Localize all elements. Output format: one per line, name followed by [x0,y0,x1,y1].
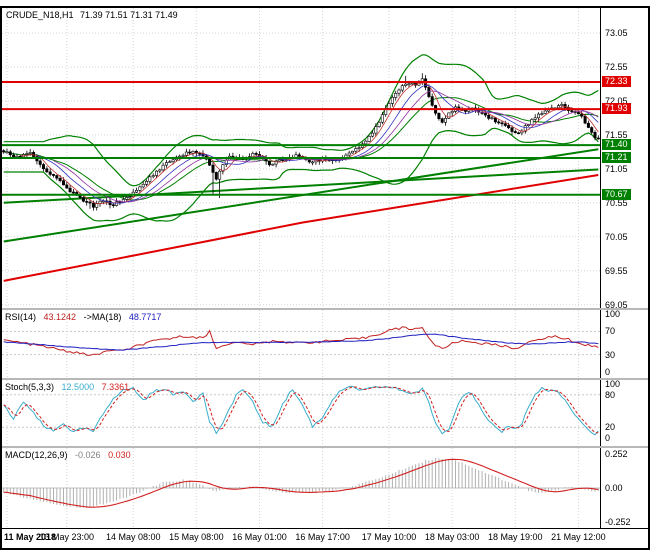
rsi-tick: 70 [605,326,616,337]
time-label: 16 May 17:00 [295,532,350,542]
bollinger-middle-band [3,96,599,201]
price-chart-plot[interactable] [2,8,600,308]
rsi-value: 43.1242 [43,312,77,322]
stoch-name: Stoch(5,3,3) [5,382,55,392]
ohlc-values: 71.39 71.51 71.31 71.49 [80,10,178,20]
stochastic-plot[interactable] [2,380,600,446]
stoch-value: 12.5000 [61,382,95,392]
chart-frame: CRUDE_N18,H1 71.39 71.51 71.31 71.49 73.… [0,6,650,550]
stoch-tick: 0 [605,433,611,443]
panel-separator[interactable] [2,446,648,448]
rsi-tick: 30 [605,349,616,360]
panel-separator[interactable] [2,378,648,380]
macd-value: -0.026 [75,450,101,460]
rsi-ma-line [3,333,599,351]
price-tick: 70.55 [605,197,628,208]
price-level-label: 71.40 [602,139,631,151]
macd-histogram [3,458,599,508]
price-axis[interactable]: 73.05 72.55 72.05 71.55 71.05 70.55 70.05 69.55… [600,8,648,310]
time-label: 14 May 08:00 [105,532,161,542]
time-label: 13 May 23:00 [39,532,95,542]
rsi-ma-value: 48.7717 [128,312,162,322]
macd-name: MACD(12,26,9) [5,450,68,460]
rsi-name: RSI(14) [5,312,37,322]
price-tick: 71.55 [605,129,628,140]
macd-label: MACD(12,26,9) -0.026 0.030 [5,450,136,460]
chart-header: CRUDE_N18,H1 71.39 71.51 71.31 71.49 [6,10,182,20]
stoch-signal-value: 7.3361 [101,382,130,392]
price-tick: 73.05 [605,28,628,39]
rsi-label: RSI(14) 43.1242 ->MA(18) 48.7717 [5,312,166,322]
rsi-axis[interactable]: 100 70 30 0 [600,309,648,378]
rsi-tick: 100 [605,309,621,319]
symbol-period-label: CRUDE_N18,H1 [6,10,74,20]
bollinger-lower-band [3,127,599,222]
macd-tick: 0.252 [605,449,628,460]
price-tick: 72.05 [605,95,628,106]
long-ma-line [3,174,599,282]
price-level-label: 71.93 [602,103,631,115]
time-label: 11 May 2018 [4,532,57,542]
macd-tick: 0.00 [605,483,623,493]
stoch-tick: 80 [605,389,616,400]
stochastic-label: Stoch(5,3,3) 12.5000 7.3361 [5,382,134,392]
price-tick: 72.55 [605,62,628,73]
time-label: 17 May 10:00 [361,532,417,542]
macd-signal-line [3,458,599,508]
macd-axis[interactable]: 0.252 0.00 -0.252 [600,448,648,528]
main-chart-panel: CRUDE_N18,H1 71.39 71.51 71.31 71.49 73.… [2,8,648,310]
price-level-label: 70.67 [602,188,631,200]
time-label: 21 May 12:00 [551,532,606,542]
rsi-panel: RSI(14) 43.1242 ->MA(18) 48.7717 100 70 30… [2,309,648,378]
rsi-plot[interactable] [2,310,600,378]
price-tick: 69.05 [605,299,628,310]
macd-plot[interactable] [2,448,600,528]
rsi-line [3,326,599,356]
stoch-main-line [3,385,599,436]
time-label: 18 May 19:00 [488,532,543,542]
macd-signal-value: 0.030 [108,450,131,460]
rsi-ma-name: ->MA(18) [83,312,122,322]
stochastic-panel: Stoch(5,3,3) 12.5000 7.3361 100 80 20 0 [2,379,648,446]
trendline[interactable] [3,168,599,204]
time-label: 18 May 03:00 [424,532,480,542]
macd-panel: MACD(12,26,9) -0.026 0.030 0.252 0.00 -0.2… [2,448,648,528]
price-level-label: 71.21 [602,152,631,163]
time-label: 15 May 08:00 [169,532,224,542]
stoch-tick: 20 [605,422,616,433]
rsi-tick: 0 [605,367,611,377]
price-level-label: 72.33 [602,75,631,87]
price-tick: 70.05 [605,231,628,242]
price-tick: 69.55 [605,265,628,276]
time-axis[interactable]: 11 May 2018 13 May 23:00 14 May 08:00 15 Ma… [2,528,648,548]
ma-line [53,90,599,203]
stoch-tick: 100 [605,379,621,389]
panel-separator[interactable] [2,308,648,310]
time-label: 16 May 01:00 [232,532,287,542]
stoch-signal-line [3,386,599,434]
macd-tick: -0.252 [605,516,631,527]
price-tick: 71.05 [605,163,628,174]
stochastic-axis[interactable]: 100 80 20 0 [600,379,648,446]
